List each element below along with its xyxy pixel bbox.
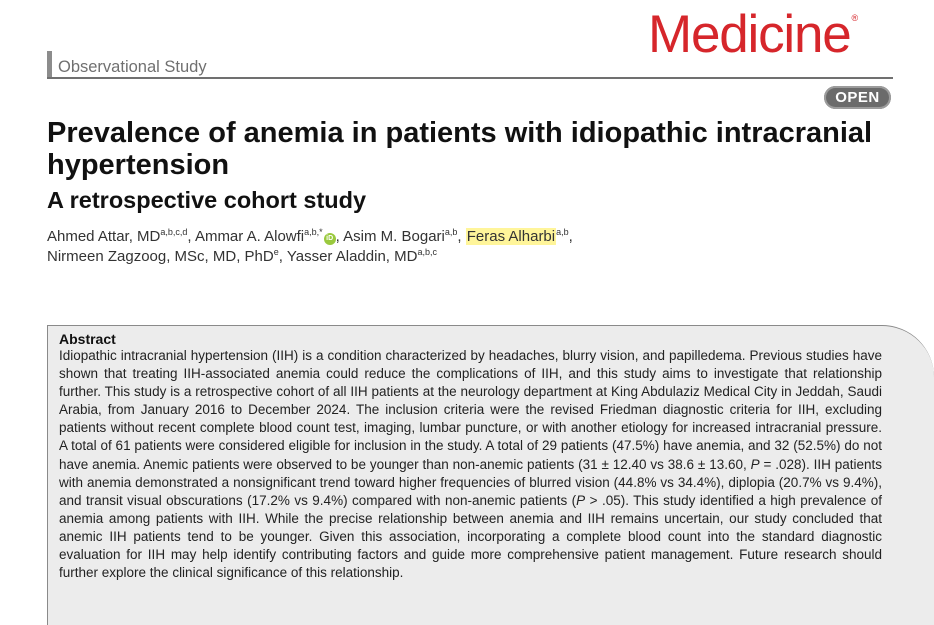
author-affiliation: a,b [556, 227, 569, 237]
author-affiliation: e [273, 247, 279, 257]
abstract-part-1: Idiopathic intracranial hypertension (II… [59, 348, 882, 472]
abstract-text: Idiopathic intracranial hypertension (II… [59, 347, 882, 582]
abstract-part-3: > .05). This study identified a high pre… [59, 492, 883, 581]
author[interactable]: Feras Alharbia,b, [465, 227, 573, 245]
author-name: Nirmeen Zagzoog, MSc, MD, PhD [47, 248, 274, 265]
journal-logo-text: Medicine [648, 5, 852, 64]
article-title: Prevalence of anemia in patients with id… [47, 117, 873, 181]
author[interactable]: Ammar A. Alowfia,b,*iD, [195, 228, 343, 245]
p-value-symbol: P [576, 492, 586, 508]
author-name: Asim M. Bogari [343, 228, 445, 245]
author-affiliation: a,b,c [417, 247, 437, 257]
author-separator: , [568, 228, 573, 245]
journal-logo: Medicine® [648, 5, 859, 64]
p-value-symbol: P [750, 456, 760, 472]
author-affiliation: a,b,* [304, 227, 323, 237]
abstract-part-2: = .028). IIH patients with anemia demons… [59, 456, 882, 508]
orcid-icon[interactable]: iD [323, 233, 336, 245]
author-affiliation: a,b,c,d [160, 227, 188, 237]
author[interactable]: Asim M. Bogaria,b, [343, 227, 466, 246]
author-separator: , [457, 228, 466, 245]
section-label-text: Observational Study [58, 58, 207, 76]
author-list: Ahmed Attar, MDa,b,c,d, Ammar A. Alowfia… [47, 227, 887, 267]
open-access-badge: OPEN [824, 86, 891, 109]
author-affiliation: a,b [444, 227, 458, 237]
author-separator: , [187, 228, 195, 245]
author-name: Yasser Aladdin, MD [286, 248, 418, 265]
registered-mark: ® [851, 13, 859, 23]
author[interactable]: Nirmeen Zagzoog, MSc, MD, PhDe, [47, 247, 287, 266]
author[interactable]: Ahmed Attar, MDa,b,c,d, [47, 227, 195, 246]
abstract-heading: Abstract [59, 331, 116, 347]
author-separator: , [278, 248, 287, 265]
author-name: Ammar A. Alowfi [194, 228, 305, 245]
section-label-bar [47, 51, 52, 78]
author-name-highlighted: Feras Alharbi [465, 228, 557, 245]
author[interactable]: Yasser Aladdin, MDa,b,c [286, 247, 437, 266]
abstract-box: Abstract Idiopathic intracranial hyperte… [47, 325, 934, 625]
section-label: Observational Study [47, 49, 893, 79]
author-name: Ahmed Attar, MD [47, 228, 161, 245]
author-separator: , [335, 228, 344, 245]
header-rule [47, 77, 893, 79]
article-subtitle: A retrospective cohort study [47, 187, 367, 213]
